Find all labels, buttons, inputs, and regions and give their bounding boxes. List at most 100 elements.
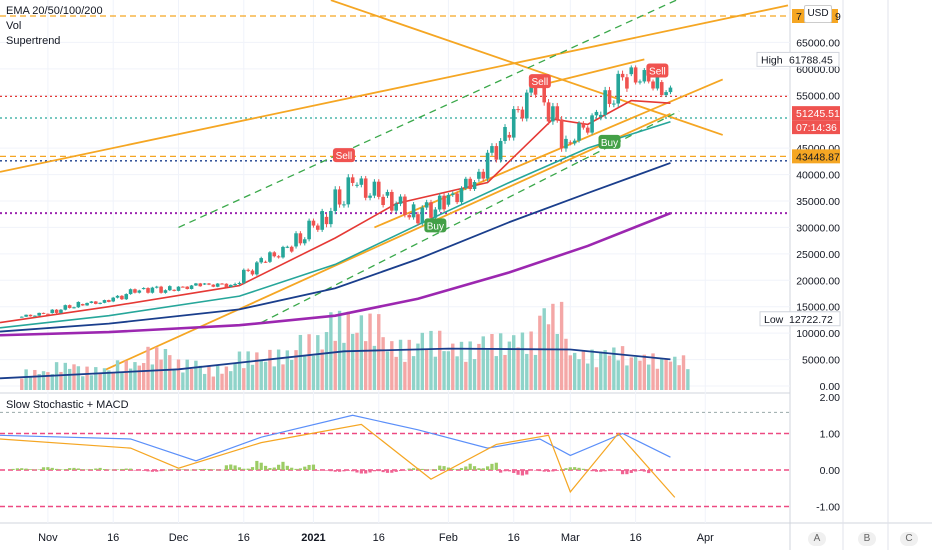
candle-body <box>450 193 455 195</box>
macd-histogram-bar <box>429 469 433 471</box>
macd-histogram-bar <box>629 470 633 473</box>
current-price-tag-bg <box>792 106 840 121</box>
macd-histogram-bar <box>364 470 368 474</box>
supertrend-legend[interactable]: Supertrend <box>6 35 61 47</box>
volume-bar <box>259 360 263 390</box>
macd-histogram-bar <box>220 469 224 471</box>
volume-bar <box>33 369 37 390</box>
macd-histogram-bar <box>625 470 629 475</box>
macd-histogram-bar <box>333 470 337 472</box>
volume-bar <box>620 346 625 390</box>
candle-body <box>28 314 33 317</box>
macd-histogram-bar <box>451 468 455 470</box>
candle-body <box>398 196 403 204</box>
candle-body <box>320 210 324 230</box>
volume-bar <box>215 365 220 390</box>
candle-body <box>664 92 668 96</box>
x-tick-label: Dec <box>169 532 189 544</box>
volume-bar <box>403 361 407 390</box>
volume-bar <box>429 330 433 390</box>
macd-histogram-bar <box>359 470 363 474</box>
x-tick-label: Nov <box>38 532 58 544</box>
volume-bar <box>133 362 137 390</box>
macd-histogram-bar <box>224 465 228 470</box>
y-tick-label: 20000.00 <box>796 275 840 287</box>
volume-bar <box>385 351 390 390</box>
volume-bar <box>407 339 411 390</box>
macd-histogram-bar <box>329 470 333 472</box>
volume-bar <box>303 356 307 390</box>
macd-histogram-bar <box>407 468 411 470</box>
volume-bar <box>72 364 76 390</box>
macd-histogram-bar <box>133 470 137 471</box>
macd-histogram-bar <box>512 470 516 473</box>
orange-trendline <box>0 4 789 173</box>
volume-bar <box>20 378 24 390</box>
candle-body <box>642 70 647 82</box>
volume-bar <box>224 366 229 390</box>
volume-bar <box>464 361 468 390</box>
macd-histogram-bar <box>94 468 98 470</box>
candle-body <box>433 209 438 218</box>
volume-bar <box>85 366 89 390</box>
buy-signal: Buy <box>424 218 447 233</box>
vol-legend[interactable]: Vol <box>6 20 22 32</box>
candle-body <box>616 73 621 104</box>
macd-histogram-bar <box>590 470 594 472</box>
volume-bar <box>155 347 159 390</box>
candle-body <box>372 181 377 196</box>
candle-body <box>141 288 146 290</box>
macd-histogram-bar <box>381 470 385 473</box>
sell-signal: Sell <box>646 63 669 78</box>
macd-histogram-bar <box>642 470 646 472</box>
axis-footer-b[interactable]: B <box>858 532 876 546</box>
x-tick-label: 16 <box>107 532 119 544</box>
ema-legend[interactable]: EMA 20/50/100/200 <box>6 5 103 17</box>
axis-footer-a[interactable]: A <box>808 532 826 546</box>
volume-bar <box>229 371 233 390</box>
volume-bar <box>633 357 638 390</box>
y-tick-label: 1.00 <box>820 429 841 441</box>
volume-bar <box>686 369 690 390</box>
candle-body <box>555 106 560 120</box>
candle-body <box>516 109 520 111</box>
volume-bar <box>372 345 377 390</box>
volume-bar <box>67 368 72 390</box>
candle-body <box>668 87 673 93</box>
candle-body <box>420 207 425 224</box>
volume-bar <box>316 335 320 390</box>
volume-bar <box>660 358 664 390</box>
candle-body <box>342 204 346 206</box>
candle-body <box>598 114 603 117</box>
volume-bar <box>115 360 120 390</box>
volume-bar <box>355 332 359 390</box>
axis-footer-c[interactable]: C <box>900 532 918 546</box>
volume-bar <box>128 368 133 390</box>
macd-histogram-bar <box>346 470 350 471</box>
sell-signal: Sell <box>528 74 551 89</box>
macd-histogram-bar <box>390 470 394 473</box>
macd-histogram-bar <box>516 470 520 475</box>
candle-body <box>633 67 638 83</box>
candle-body <box>625 77 629 89</box>
macd-histogram-bar <box>599 470 603 472</box>
candle-body <box>33 315 37 317</box>
macd-histogram-bar <box>355 470 359 473</box>
volume-bar <box>390 341 394 390</box>
candle-body <box>381 196 385 206</box>
volume-bar <box>107 370 111 390</box>
volume-bar <box>555 333 559 390</box>
macd-histogram-bar <box>98 467 102 470</box>
currency-button[interactable]: USD <box>804 5 832 23</box>
candle-body <box>276 256 281 258</box>
x-tick-label: Mar <box>561 532 580 544</box>
macd-histogram-bar <box>242 468 246 470</box>
y-tick-label: 65000.00 <box>796 37 840 49</box>
candle-body <box>572 140 577 144</box>
candle-body <box>263 261 268 263</box>
macd-histogram-bar <box>163 469 168 471</box>
candle-body <box>19 316 24 318</box>
lower-pane-legend[interactable]: Slow Stochastic + MACD <box>6 399 129 411</box>
candle-body <box>159 286 163 293</box>
volume-bar <box>438 330 442 390</box>
